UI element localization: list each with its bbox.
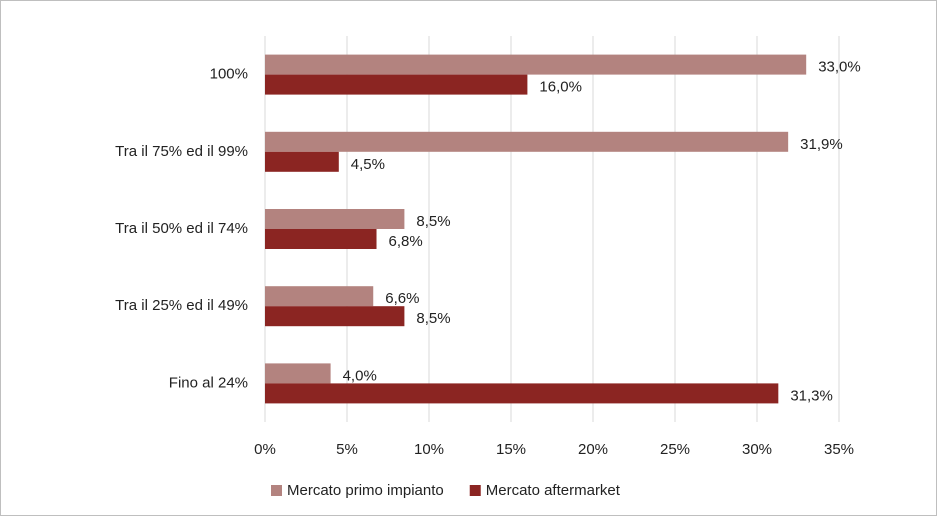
data-label: 6,8% xyxy=(389,233,423,250)
legend-label: Mercato primo impianto xyxy=(287,482,444,499)
y-tick-label: Tra il 50% ed il 74% xyxy=(115,220,248,237)
y-tick-label: Tra il 25% ed il 49% xyxy=(115,297,248,314)
x-tick-label: 25% xyxy=(660,441,690,458)
data-label: 4,5% xyxy=(351,156,385,173)
x-tick-label: 15% xyxy=(496,441,526,458)
bar xyxy=(265,74,528,95)
x-tick-label: 10% xyxy=(414,441,444,458)
y-tick-label: Fino al 24% xyxy=(169,374,248,391)
data-label: 33,0% xyxy=(818,59,861,76)
data-label: 4,0% xyxy=(343,367,377,384)
x-tick-label: 35% xyxy=(824,441,854,458)
bar xyxy=(265,209,405,229)
legend-swatch xyxy=(469,485,481,496)
data-label: 6,6% xyxy=(385,290,419,307)
data-label: 16,0% xyxy=(539,79,582,96)
x-tick-label: 5% xyxy=(336,441,358,458)
bar xyxy=(265,286,374,307)
bar xyxy=(265,229,377,249)
data-label: 31,9% xyxy=(800,136,843,153)
y-tick-label: Tra il 75% ed il 99% xyxy=(115,143,248,160)
y-tick-label: 100% xyxy=(210,66,248,83)
data-label: 8,5% xyxy=(416,213,450,230)
bar xyxy=(265,131,789,152)
legend-label: Mercato aftermarket xyxy=(486,482,621,499)
bar xyxy=(265,54,807,75)
x-tick-label: 30% xyxy=(742,441,772,458)
data-label: 8,5% xyxy=(416,310,450,327)
x-tick-label: 0% xyxy=(254,441,276,458)
data-label: 31,3% xyxy=(790,387,833,404)
bar xyxy=(265,363,331,384)
x-tick-label: 20% xyxy=(578,441,608,458)
bar xyxy=(265,306,405,327)
legend-swatch xyxy=(271,485,282,496)
bar xyxy=(265,383,779,404)
bar xyxy=(265,151,339,172)
